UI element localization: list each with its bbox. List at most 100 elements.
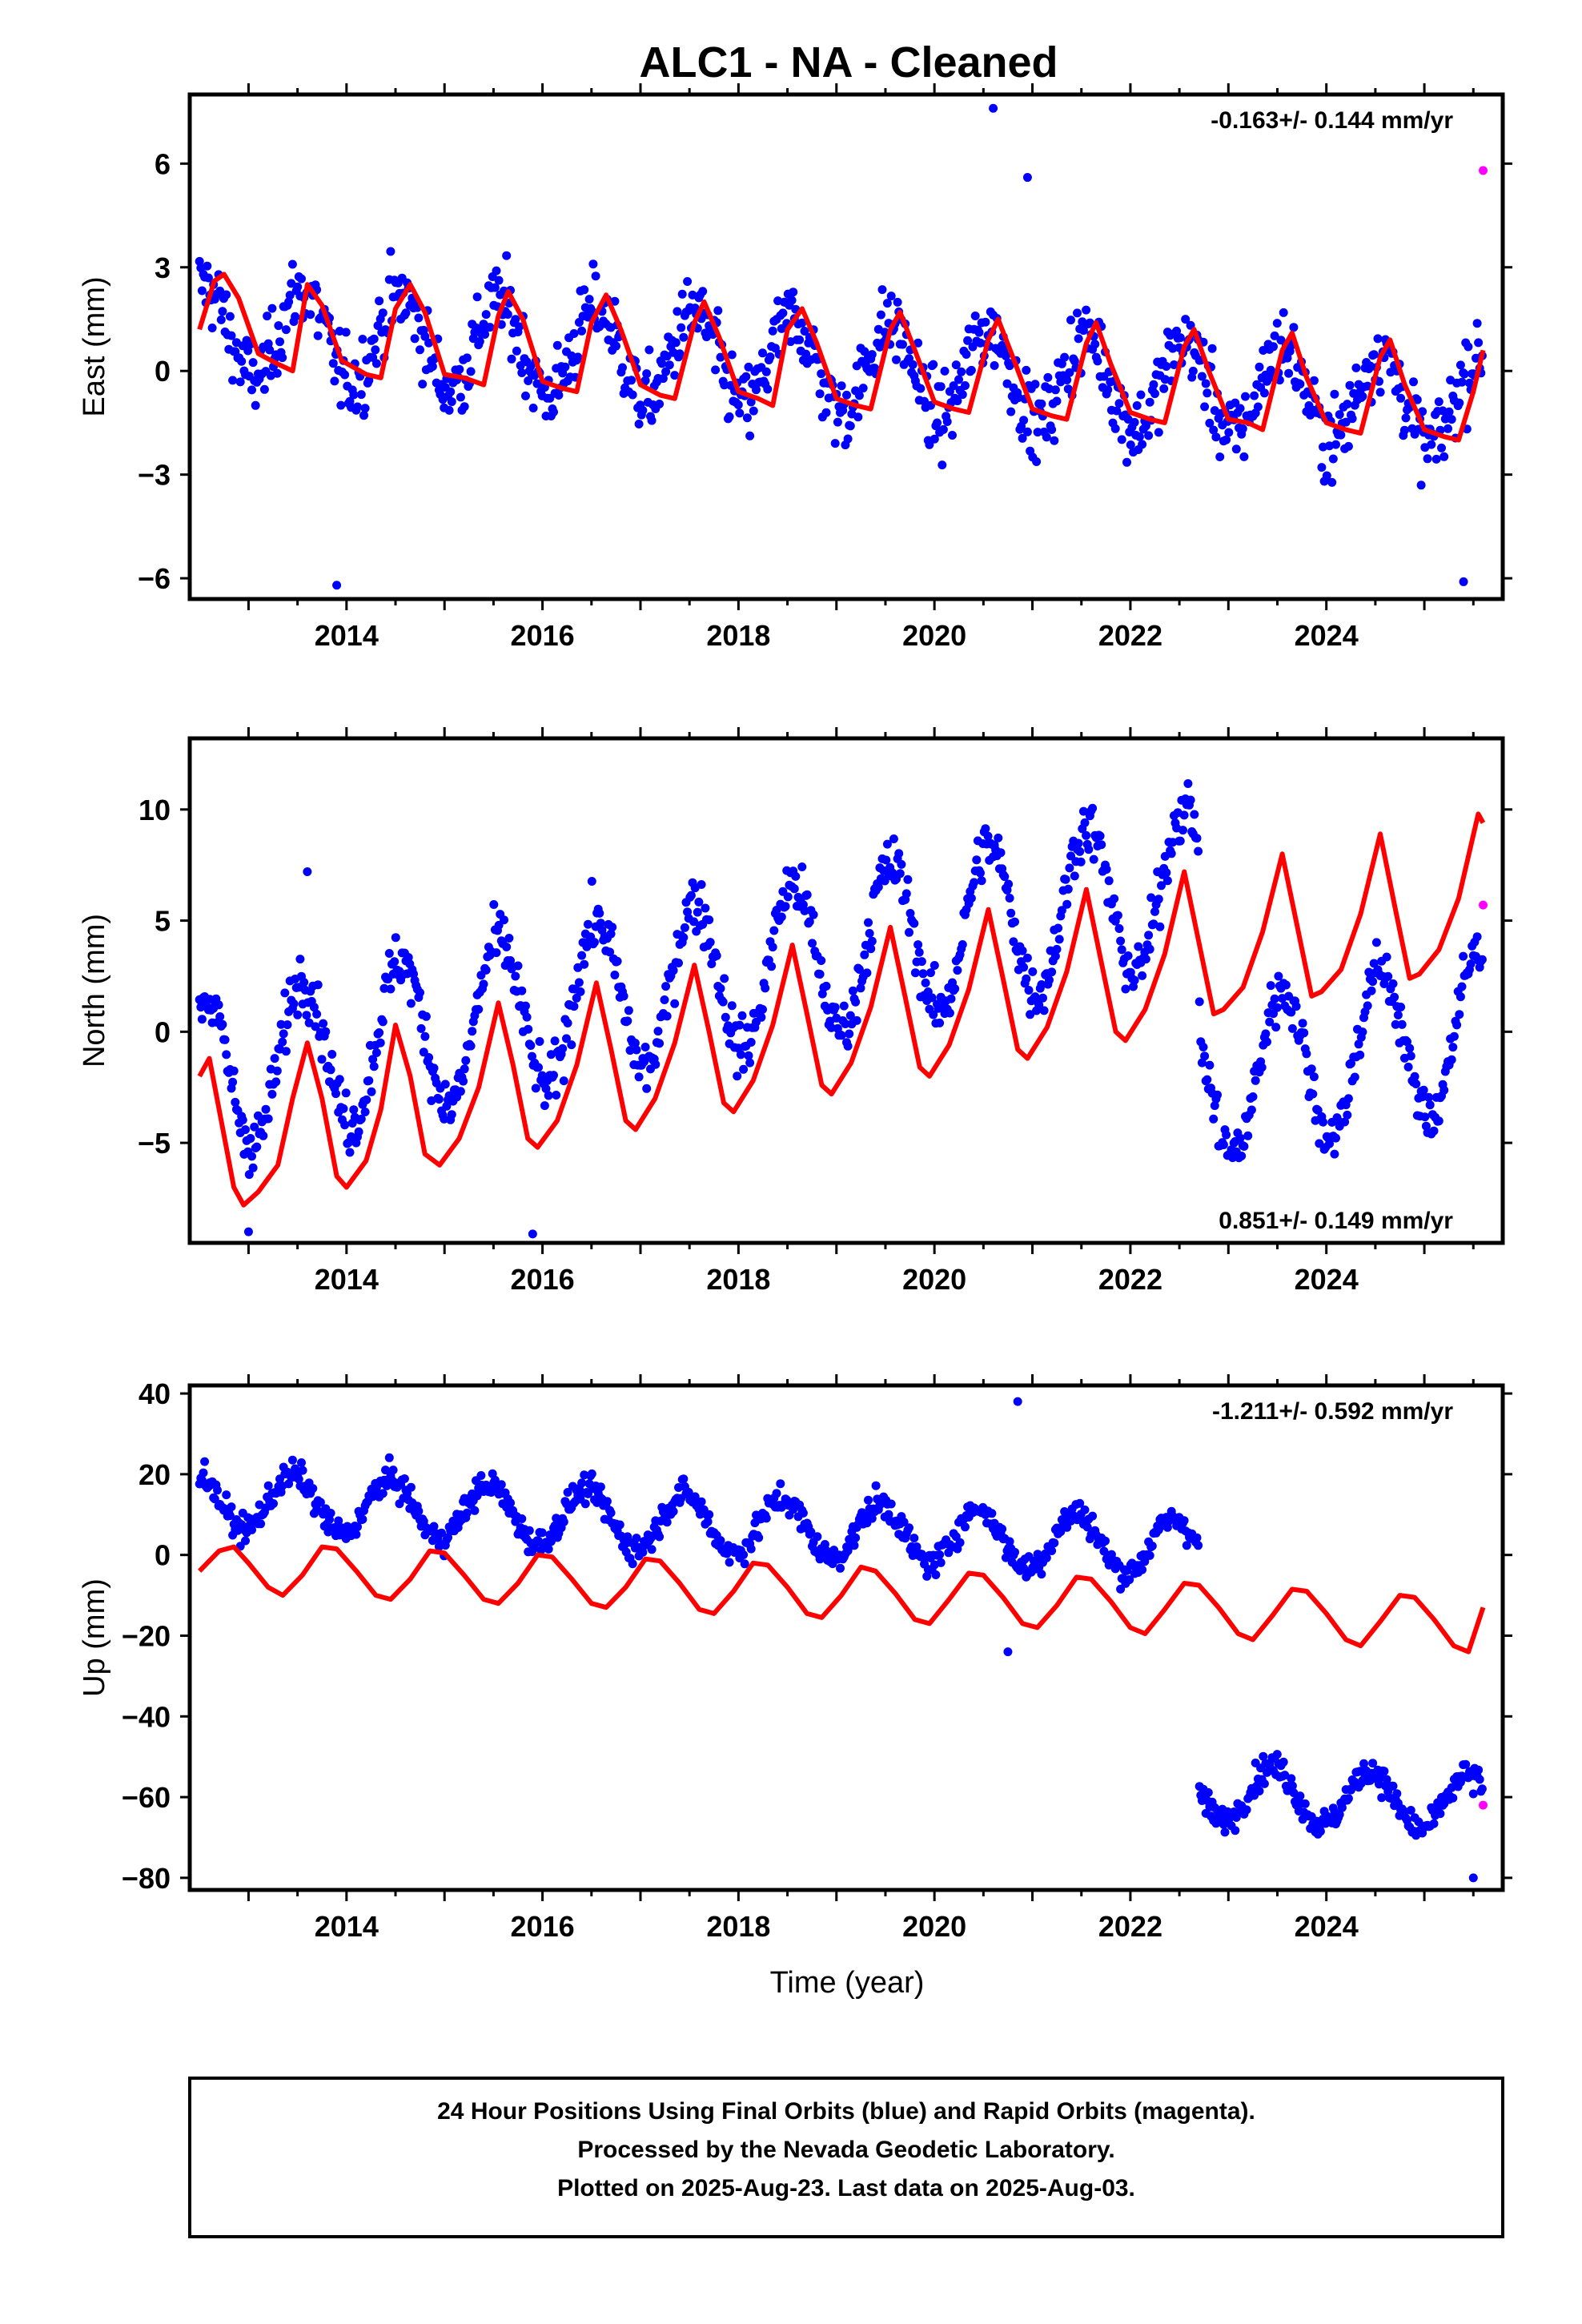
data-point bbox=[437, 1528, 446, 1538]
data-point bbox=[849, 1541, 859, 1550]
data-point bbox=[358, 335, 367, 344]
data-point bbox=[894, 849, 904, 858]
data-point bbox=[297, 1458, 306, 1467]
data-point bbox=[1146, 893, 1156, 903]
data-point bbox=[289, 999, 299, 1008]
data-point bbox=[867, 1514, 877, 1523]
data-point bbox=[954, 375, 963, 384]
data-point bbox=[990, 361, 999, 370]
data-point bbox=[1335, 1810, 1344, 1819]
data-point bbox=[472, 1491, 482, 1501]
data-point bbox=[562, 1034, 571, 1043]
data-point bbox=[1134, 942, 1143, 951]
data-point bbox=[1145, 944, 1154, 954]
data-point bbox=[777, 912, 786, 922]
data-point bbox=[1247, 1105, 1256, 1115]
data-point bbox=[981, 824, 990, 834]
data-point bbox=[247, 1525, 256, 1534]
data-point bbox=[815, 389, 825, 399]
data-point bbox=[970, 312, 980, 320]
data-point bbox=[559, 1517, 568, 1526]
data-point bbox=[1093, 356, 1102, 366]
data-point bbox=[889, 834, 898, 843]
data-point bbox=[1308, 1089, 1318, 1099]
data-point bbox=[229, 1066, 239, 1076]
data-point bbox=[606, 929, 616, 939]
data-point bbox=[1336, 430, 1346, 440]
data-point bbox=[767, 962, 777, 971]
y-axis-label: East (mm) bbox=[78, 276, 111, 416]
data-point bbox=[1421, 1121, 1431, 1131]
data-point bbox=[1439, 1085, 1449, 1095]
data-point bbox=[1110, 894, 1119, 903]
data-point bbox=[1209, 1114, 1219, 1124]
data-point bbox=[1271, 1023, 1281, 1032]
data-point bbox=[1178, 826, 1187, 835]
data-point bbox=[554, 391, 564, 400]
data-point bbox=[455, 364, 464, 374]
data-point bbox=[1285, 347, 1295, 356]
data-point bbox=[602, 1497, 612, 1506]
data-point bbox=[569, 1002, 579, 1011]
data-point bbox=[851, 997, 861, 1007]
data-point bbox=[1459, 577, 1468, 586]
data-point bbox=[1477, 1784, 1487, 1794]
data-point bbox=[746, 1038, 756, 1047]
data-point bbox=[250, 1122, 259, 1132]
data-point bbox=[1078, 806, 1088, 816]
data-point bbox=[1410, 1072, 1419, 1081]
data-point bbox=[1050, 1538, 1059, 1548]
y-tick-label: −40 bbox=[122, 1700, 171, 1733]
data-point bbox=[1325, 1139, 1334, 1148]
data-point bbox=[1287, 1774, 1296, 1783]
data-point bbox=[797, 862, 807, 871]
data-point bbox=[524, 1526, 534, 1535]
data-point bbox=[1037, 1570, 1046, 1579]
data-point bbox=[1345, 380, 1355, 390]
data-point bbox=[1145, 397, 1154, 407]
data-point bbox=[697, 880, 706, 889]
data-point bbox=[802, 890, 812, 899]
data-point bbox=[371, 1048, 381, 1057]
data-point bbox=[218, 1019, 227, 1029]
data-point bbox=[951, 360, 961, 370]
data-point bbox=[739, 1550, 749, 1559]
data-point bbox=[244, 1170, 254, 1180]
up-panel: −80 −60 −40 −20 0 20 40 2014 2016 2018 2020 2022 202… bbox=[78, 1374, 1512, 1943]
data-point bbox=[921, 978, 930, 987]
data-point bbox=[1448, 1793, 1458, 1803]
data-point bbox=[584, 919, 592, 929]
data-point bbox=[506, 1498, 515, 1508]
data-point bbox=[1447, 1055, 1456, 1064]
y-tick-label: 3 bbox=[155, 251, 171, 284]
data-point bbox=[235, 377, 245, 387]
data-point bbox=[858, 384, 868, 393]
data-point bbox=[733, 400, 743, 409]
data-point bbox=[1018, 433, 1027, 443]
data-point bbox=[640, 376, 650, 385]
data-point bbox=[837, 381, 846, 391]
data-point bbox=[1175, 836, 1185, 846]
data-point bbox=[456, 392, 465, 402]
data-point bbox=[534, 1063, 543, 1072]
data-point bbox=[474, 1004, 484, 1014]
data-point bbox=[1065, 863, 1074, 873]
data-point bbox=[752, 385, 761, 395]
data-point bbox=[1347, 1785, 1355, 1795]
data-point bbox=[677, 323, 686, 332]
data-point bbox=[931, 1570, 941, 1579]
data-point bbox=[1022, 953, 1032, 963]
data-point bbox=[308, 1484, 318, 1494]
data-point bbox=[364, 376, 374, 385]
data-point bbox=[490, 283, 500, 292]
data-point bbox=[560, 362, 570, 372]
data-point bbox=[274, 321, 283, 331]
data-point bbox=[842, 390, 851, 400]
data-point bbox=[680, 923, 689, 932]
data-point bbox=[428, 362, 437, 372]
data-point bbox=[913, 940, 923, 950]
data-point bbox=[976, 868, 985, 878]
data-point bbox=[1213, 1090, 1222, 1100]
data-point bbox=[1114, 399, 1124, 408]
data-point bbox=[481, 310, 491, 320]
